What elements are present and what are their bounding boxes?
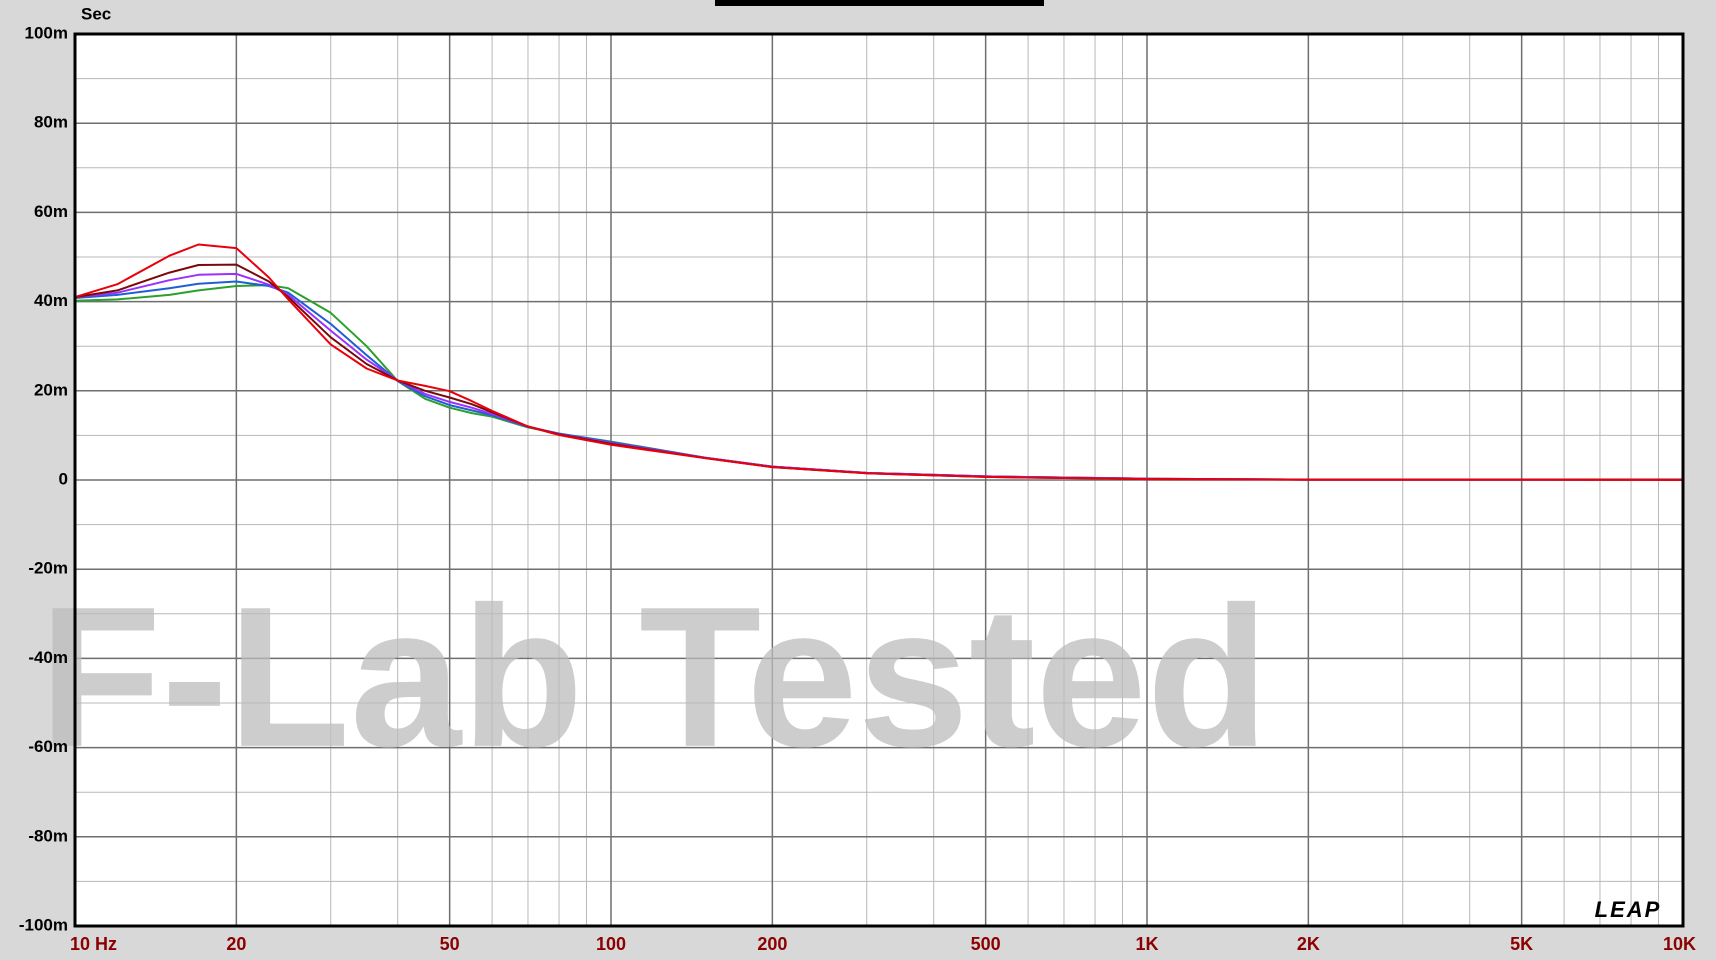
y-axis-label: Sec bbox=[81, 4, 111, 23]
y-tick-label: 100m bbox=[25, 23, 68, 42]
series-line bbox=[74, 243, 1684, 481]
y-tick-label: -100m bbox=[19, 915, 68, 934]
labels: 10 Hz 20 50 100 200 500 1K 2K 5K 10K -100m -80m -60m… bbox=[19, 23, 1696, 953]
x-tick-label: 2K bbox=[1297, 934, 1320, 954]
y-tick-label: 60m bbox=[34, 202, 68, 221]
y-tick-label: -80m bbox=[28, 826, 68, 845]
x-tick-label: 100 bbox=[596, 934, 626, 954]
y-tick-label: 0 bbox=[59, 469, 68, 488]
x-tick-label: 200 bbox=[757, 934, 787, 954]
y-tick-label: -40m bbox=[28, 648, 68, 667]
x-tick-label: 10K bbox=[1663, 934, 1696, 954]
x-tick-label: 10 Hz bbox=[70, 934, 117, 954]
x-tick-label: 1K bbox=[1135, 934, 1158, 954]
y-tick-label: 40m bbox=[34, 291, 68, 310]
plot-border bbox=[73, 32, 1685, 928]
y-tick-label: -20m bbox=[28, 559, 68, 578]
x-tick-label: 20 bbox=[226, 934, 246, 954]
top-bar bbox=[715, 0, 1044, 6]
logo: LEAP bbox=[1595, 897, 1662, 922]
watermark: F-Lab Tested bbox=[39, 566, 1269, 789]
y-tick-label: -60m bbox=[28, 737, 68, 756]
x-tick-label: 50 bbox=[440, 934, 460, 954]
lines bbox=[74, 243, 1684, 481]
x-tick-label: 5K bbox=[1510, 934, 1533, 954]
x-tick-label: 500 bbox=[971, 934, 1001, 954]
y-tick-label: 20m bbox=[34, 380, 68, 399]
y-tick-label: 80m bbox=[34, 113, 68, 132]
